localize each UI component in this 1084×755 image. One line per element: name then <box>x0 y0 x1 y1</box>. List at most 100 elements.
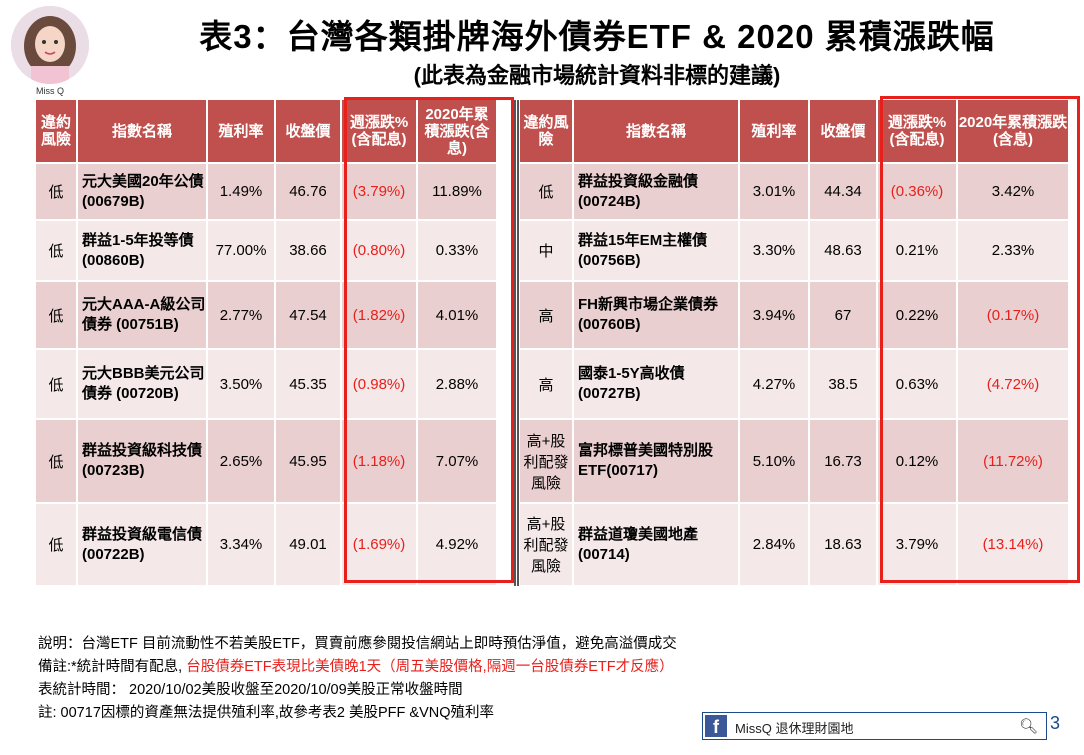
close-cell: 48.63 <box>810 221 876 280</box>
name-cell: 群益投資級科技債(00723B) <box>78 420 206 502</box>
ytd-cell: 4.01% <box>418 282 496 348</box>
facebook-search-bar[interactable]: f MissQ 退休理財園地 🔍︎ <box>702 712 1047 740</box>
facebook-icon: f <box>705 715 727 737</box>
close-cell: 45.35 <box>276 350 340 418</box>
yield-cell: 3.94% <box>740 282 808 348</box>
yield-cell: 3.30% <box>740 221 808 280</box>
yield-cell: 5.10% <box>740 420 808 502</box>
name-cell: 元大BBB美元公司債券 (00720B) <box>78 350 206 418</box>
risk-cell: 高+股利配發風險 <box>520 420 572 502</box>
avatar-label: Miss Q <box>36 86 64 96</box>
name-cell: 群益15年EM主權債 (00756B) <box>574 221 738 280</box>
yield-cell: 77.00% <box>208 221 274 280</box>
header-yield: 殖利率 <box>208 100 274 162</box>
ytd-cell: (0.17%) <box>958 282 1068 348</box>
week-cell: (0.80%) <box>342 221 416 280</box>
yield-cell: 3.01% <box>740 164 808 219</box>
table-row: 低元大BBB美元公司債券 (00720B) 3.50% 45.35 (0.98%) 2.… <box>36 350 496 418</box>
table-row: 低群益1-5年投等債 (00860B) 77.00% 38.66 (0.80%) 0.3… <box>36 221 496 280</box>
page-title: 表3：台灣各類掛牌海外債券ETF & 2020 累積漲跌幅 <box>199 18 995 55</box>
close-cell: 38.5 <box>810 350 876 418</box>
risk-cell: 低 <box>36 282 76 348</box>
week-cell: (0.98%) <box>342 350 416 418</box>
week-cell: 0.63% <box>878 350 956 418</box>
table-row: 低群益投資級金融債 (00724B) 3.01% 44.34 (0.36%) 3.42% <box>520 164 1068 219</box>
ytd-cell: 7.07% <box>418 420 496 502</box>
close-cell: 16.73 <box>810 420 876 502</box>
ytd-cell: (4.72%) <box>958 350 1068 418</box>
close-cell: 67 <box>810 282 876 348</box>
risk-cell: 低 <box>36 221 76 280</box>
week-cell: (1.69%) <box>342 504 416 585</box>
header-name: 指數名稱 <box>574 100 738 162</box>
ytd-cell: 11.89% <box>418 164 496 219</box>
risk-cell: 高 <box>520 350 572 418</box>
week-cell: (0.36%) <box>878 164 956 219</box>
week-cell: (1.18%) <box>342 420 416 502</box>
header-close: 收盤價 <box>810 100 876 162</box>
note-line-2-prefix: 備註:*統計時間有配息, <box>38 659 187 675</box>
name-cell: 元大AAA-A級公司債券 (00751B) <box>78 282 206 348</box>
week-cell: 0.21% <box>878 221 956 280</box>
page-subtitle: (此表為金融市場統計資料非標的建議) <box>413 63 781 88</box>
yield-cell: 4.27% <box>740 350 808 418</box>
note-line-2: 備註:*統計時間有配息, 台股債券ETF表現比美債晚1天（周五美股價格,隔週一台… <box>38 656 677 679</box>
close-cell: 45.95 <box>276 420 340 502</box>
left-etf-table: 違約風險 指數名稱 殖利率 收盤價 週漲跌%(含配息) 2020年累積漲跌(含息… <box>34 98 498 587</box>
week-cell: 0.12% <box>878 420 956 502</box>
yield-cell: 3.50% <box>208 350 274 418</box>
yield-cell: 2.84% <box>740 504 808 585</box>
name-cell: 群益投資級金融債 (00724B) <box>574 164 738 219</box>
facebook-page-name[interactable]: MissQ 退休理財園地 <box>735 721 854 736</box>
week-cell: (3.79%) <box>342 164 416 219</box>
yield-cell: 2.77% <box>208 282 274 348</box>
table-row: 中群益15年EM主權債 (00756B) 3.30% 48.63 0.21% 2.33% <box>520 221 1068 280</box>
page-number: 3 <box>1050 713 1061 733</box>
risk-cell: 低 <box>36 420 76 502</box>
name-cell: 群益投資級電信債(00722B) <box>78 504 206 585</box>
table-row: 高 FH新興市場企業債券 (00760B) 3.94% 67 0.22% (0.17%) <box>520 282 1068 348</box>
ytd-cell: (13.14%) <box>958 504 1068 585</box>
risk-cell: 低 <box>36 504 76 585</box>
name-cell: 富邦標普美國特別股ETF(00717) <box>574 420 738 502</box>
name-cell: 國泰1-5Y高收債 (00727B) <box>574 350 738 418</box>
table-row: 低群益投資級科技債(00723B) 2.65% 45.95 (1.18%) 7.07% <box>36 420 496 502</box>
week-cell: 3.79% <box>878 504 956 585</box>
ytd-cell: 0.33% <box>418 221 496 280</box>
yield-cell: 2.65% <box>208 420 274 502</box>
name-cell: 群益1-5年投等債 (00860B) <box>78 221 206 280</box>
highlight-box-right <box>880 96 1080 583</box>
header-close: 收盤價 <box>276 100 340 162</box>
name-cell: 元大美國20年公債 (00679B) <box>78 164 206 219</box>
note-line-1: 說明：台灣ETF 目前流動性不若美股ETF，買賣前應參閱投信網站上即時預估淨值，… <box>38 636 677 652</box>
note-line-3: 表統計時間： 2020/10/02美股收盤至2020/10/09美股正常收盤時間 <box>38 682 463 698</box>
table-row: 低元大AAA-A級公司債券 (00751B) 2.77% 47.54 (1.82%) 4… <box>36 282 496 348</box>
note-line-4: 註: 00717因標的資產無法提供殖利率,故參考表2 美股PFF &VNQ殖利率 <box>38 705 495 721</box>
close-cell: 44.34 <box>810 164 876 219</box>
risk-cell: 高 <box>520 282 572 348</box>
table-divider <box>514 100 519 586</box>
header-risk: 違約風險 <box>520 100 572 162</box>
ytd-cell: 2.88% <box>418 350 496 418</box>
header-week: 週漲跌%(含配息) <box>878 100 956 162</box>
risk-cell: 中 <box>520 221 572 280</box>
ytd-cell: 2.33% <box>958 221 1068 280</box>
avatar <box>11 6 89 84</box>
header-risk: 違約風險 <box>36 100 76 162</box>
table-row: 低元大美國20年公債 (00679B) 1.49% 46.76 (3.79%) 11.8… <box>36 164 496 219</box>
close-cell: 46.76 <box>276 164 340 219</box>
week-cell: 0.22% <box>878 282 956 348</box>
table-header-row: 違約風險 指數名稱 殖利率 收盤價 週漲跌%(含配息) 2020年累積漲跌(含息… <box>36 100 496 162</box>
risk-cell: 低 <box>36 350 76 418</box>
search-icon[interactable]: 🔍︎ <box>1018 718 1038 735</box>
name-cell: 群益道瓊美國地產 (00714) <box>574 504 738 585</box>
notes: 說明：台灣ETF 目前流動性不若美股ETF，買賣前應參閱投信網站上即時預估淨值，… <box>38 633 677 725</box>
yield-cell: 1.49% <box>208 164 274 219</box>
ytd-cell: 4.92% <box>418 504 496 585</box>
risk-cell: 低 <box>36 164 76 219</box>
header-name: 指數名稱 <box>78 100 206 162</box>
week-cell: (1.82%) <box>342 282 416 348</box>
highlight-box-left <box>344 97 514 583</box>
risk-cell: 高+股利配發風險 <box>520 504 572 585</box>
note-line-2-warning: 台股債券ETF表現比美債晚1天（周五美股價格,隔週一台股債券ETF才反應） <box>186 659 674 675</box>
